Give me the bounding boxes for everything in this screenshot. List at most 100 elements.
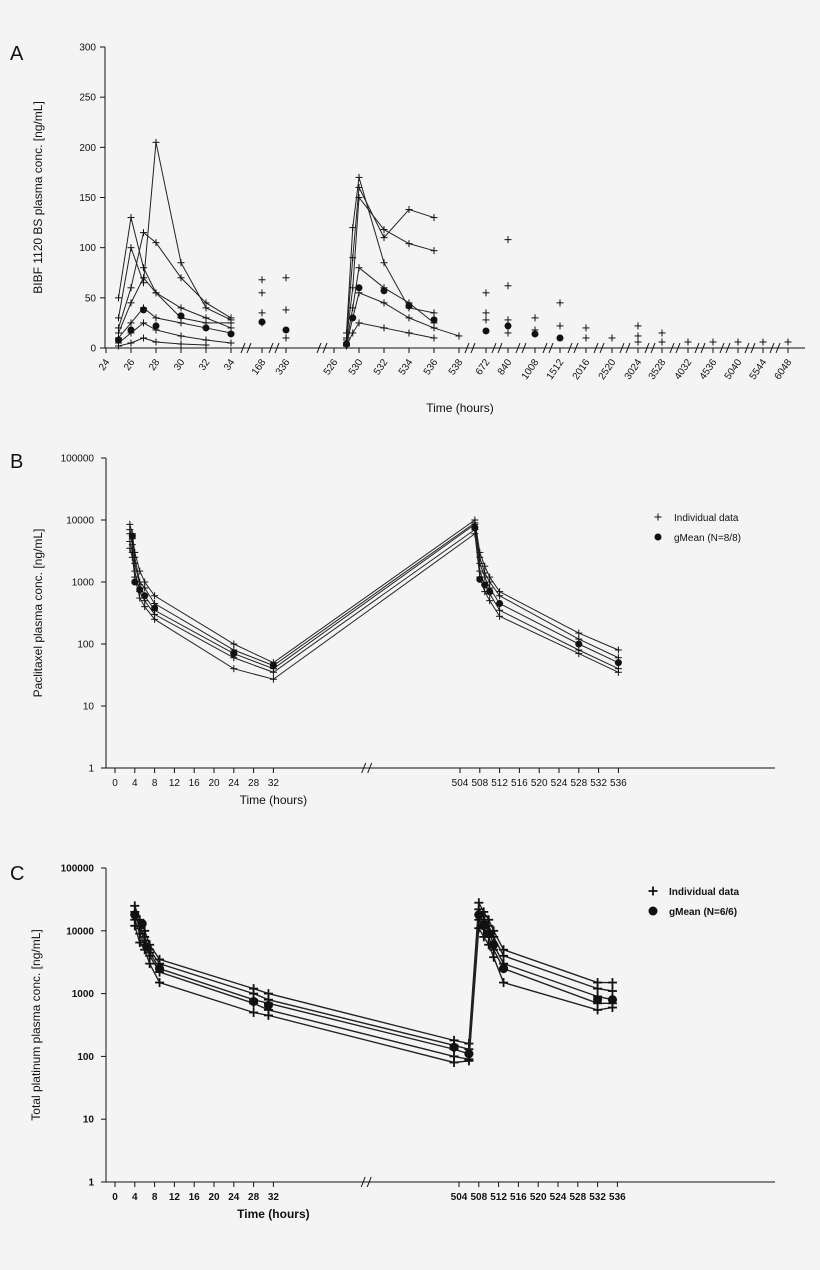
gmean-point — [282, 326, 290, 334]
gmean-point — [430, 316, 438, 324]
x-tick-label: 516 — [510, 1192, 527, 1203]
x-tick-label: 3024 — [623, 357, 645, 382]
x-tick-label: 534 — [397, 357, 416, 377]
axis-break — [322, 342, 328, 354]
series-line — [129, 528, 619, 673]
axis-break — [464, 342, 470, 354]
gmean-point — [263, 1000, 273, 1010]
x-tick-label: 528 — [569, 1192, 586, 1203]
x-tick-label: 16 — [189, 1192, 201, 1203]
axis-break — [769, 342, 775, 354]
gmean-point — [177, 312, 185, 320]
x-tick-label: 504 — [451, 1192, 468, 1203]
legend-gmean-label: gMean (N=8/8) — [674, 533, 741, 544]
y-tick-label: 1 — [88, 764, 94, 775]
gmean-point — [230, 650, 238, 658]
x-tick-label: 508 — [470, 1192, 487, 1203]
x-tick-label: 5544 — [748, 357, 770, 382]
x-tick-label: 28 — [248, 1192, 260, 1203]
axis-break — [542, 342, 548, 354]
x-tick-label: 528 — [570, 778, 587, 789]
legend-gmean-label: gMean (N=6/6) — [669, 907, 737, 918]
axis-break — [700, 342, 706, 354]
x-tick-label: 2016 — [571, 357, 593, 382]
series-line — [118, 337, 207, 347]
axis-break — [669, 342, 675, 354]
gmean-point — [131, 578, 139, 586]
x-tick-label: 20 — [208, 778, 220, 789]
series-line — [134, 917, 613, 1061]
gmean-point — [115, 336, 122, 344]
x-tick-label: 508 — [471, 778, 488, 789]
gmean-point — [476, 575, 484, 583]
axis-break — [274, 342, 280, 354]
x-tick-label: 6048 — [773, 357, 795, 382]
x-tick-label: 4536 — [698, 357, 720, 382]
axis-break — [246, 342, 252, 354]
legend-individual-label: Individual data — [674, 513, 739, 524]
x-tick-label: 504 — [452, 778, 469, 789]
x-tick-label: 532 — [589, 1192, 606, 1203]
axis-break — [744, 342, 750, 354]
gmean-point — [471, 524, 479, 532]
x-tick-label: 12 — [169, 1192, 181, 1203]
gmean-point — [481, 581, 489, 589]
x-tick-label: 28 — [248, 778, 260, 789]
gmean-point — [499, 964, 509, 974]
gmean-point — [202, 324, 210, 332]
gmean-point — [484, 929, 494, 939]
y-axis-title: Total platinum plasma conc. [ng/mL] — [29, 929, 43, 1120]
x-tick-label: 24 — [228, 1192, 240, 1203]
series-line — [134, 900, 613, 1045]
series-line — [346, 185, 435, 339]
y-tick-label: 200 — [79, 143, 96, 154]
x-tick-label: 512 — [491, 778, 508, 789]
y-tick-label: 50 — [85, 293, 97, 304]
gmean-point — [258, 318, 266, 326]
x-tick-label: 4 — [132, 778, 138, 789]
x-tick-label: 536 — [422, 357, 441, 377]
gmean-point — [504, 322, 512, 330]
y-tick-label: 0 — [90, 344, 96, 355]
x-tick-label: 32 — [268, 778, 280, 789]
y-tick-label: 250 — [79, 93, 96, 104]
x-tick-label: 0 — [112, 1192, 118, 1203]
y-tick-label: 100 — [77, 640, 94, 651]
x-tick-label: 8 — [152, 778, 158, 789]
x-tick-label: 520 — [531, 778, 548, 789]
axis-break — [650, 342, 656, 354]
legend-gmean-symbol — [654, 533, 662, 541]
axis-break — [644, 342, 650, 354]
x-tick-label: 532 — [590, 778, 607, 789]
axis-break — [361, 762, 367, 774]
axis-break — [694, 342, 700, 354]
gmean-point — [142, 942, 152, 952]
series-line — [134, 912, 613, 1055]
x-tick-label: 536 — [610, 778, 627, 789]
gmean-point — [130, 910, 140, 920]
axis-break — [675, 342, 681, 354]
gmean-point — [464, 1049, 474, 1059]
gmean-point — [486, 588, 494, 596]
gmean-point — [249, 996, 259, 1006]
x-tick-label: 672 — [474, 357, 493, 377]
x-tick-label: 512 — [490, 1192, 507, 1203]
series-line — [346, 177, 435, 333]
gmean-point — [151, 604, 159, 612]
series-line — [134, 925, 613, 1064]
gmean-point — [137, 919, 147, 929]
gmean-point — [127, 326, 135, 334]
x-axis-title: Time (hours) — [240, 793, 308, 807]
x-tick-label: 30 — [172, 357, 188, 373]
y-tick-label: 10 — [83, 702, 95, 713]
y-tick-label: 300 — [79, 43, 96, 54]
x-tick-label: 24 — [228, 778, 240, 789]
y-tick-label: 10000 — [66, 516, 94, 527]
axis-break — [599, 342, 605, 354]
series-line — [346, 292, 460, 346]
series-line — [129, 532, 619, 680]
gmean-point — [155, 964, 165, 974]
gmean-point — [227, 330, 235, 338]
axis-break — [619, 342, 625, 354]
